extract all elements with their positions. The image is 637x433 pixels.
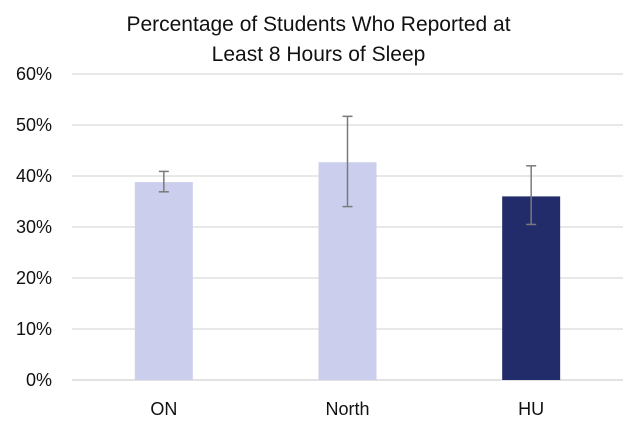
y-tick-label: 0% xyxy=(26,370,52,390)
x-tick-label: North xyxy=(325,399,369,419)
x-tick-label: ON xyxy=(150,399,177,419)
y-tick-label: 30% xyxy=(16,217,52,237)
bar-on xyxy=(134,182,193,380)
bar-hu xyxy=(502,196,561,380)
chart-title-line-2: Least 8 Hours of Sleep xyxy=(211,43,426,66)
y-tick-label: 10% xyxy=(16,319,52,339)
chart-title-line-1: Percentage of Students Who Reported at xyxy=(126,13,511,36)
chart-title: Percentage of Students Who Reported at L… xyxy=(0,10,637,70)
x-tick-label: HU xyxy=(518,399,544,419)
y-tick-label: 60% xyxy=(16,64,52,84)
y-tick-label: 40% xyxy=(16,166,52,186)
y-tick-label: 50% xyxy=(16,115,52,135)
y-tick-label: 20% xyxy=(16,268,52,288)
